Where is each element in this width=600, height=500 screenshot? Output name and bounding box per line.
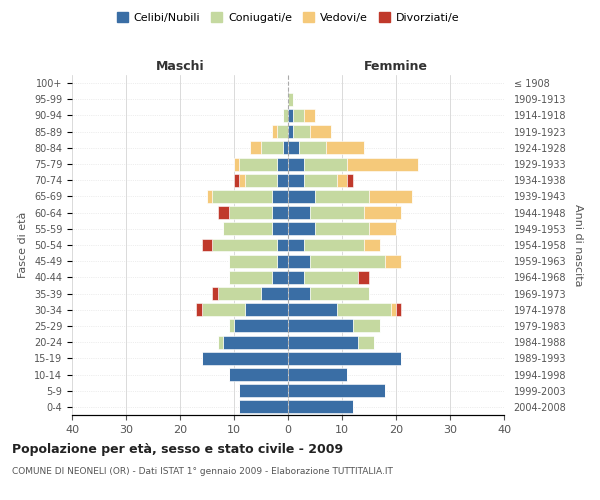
Bar [364,238,380,252]
Bar [288,174,304,186]
Bar [277,254,288,268]
Bar [369,190,412,203]
Bar [396,304,401,316]
Bar [288,400,353,413]
Y-axis label: Fasce di età: Fasce di età [19,212,28,278]
Bar [229,320,234,332]
Bar [288,142,299,154]
Bar [369,222,396,235]
Bar [310,125,331,138]
Bar [293,109,304,122]
Bar [288,93,293,106]
Text: Popolazione per età, sesso e stato civile - 2009: Popolazione per età, sesso e stato civil… [12,442,343,456]
Bar [261,142,283,154]
Bar [239,400,288,413]
Bar [391,304,396,316]
Bar [234,174,239,186]
Bar [234,320,288,332]
Bar [310,287,369,300]
Bar [347,158,418,170]
Bar [272,190,288,203]
Bar [261,287,288,300]
Bar [212,238,277,252]
Bar [277,125,288,138]
Bar [239,158,277,170]
Bar [212,190,272,203]
Bar [239,174,245,186]
Bar [326,142,364,154]
Bar [288,336,358,348]
Bar [293,125,310,138]
Bar [212,287,218,300]
Bar [218,336,223,348]
Bar [218,206,229,219]
Bar [288,190,315,203]
Bar [288,384,385,397]
Bar [250,142,261,154]
Bar [337,304,391,316]
Bar [310,254,385,268]
Bar [304,174,337,186]
Bar [288,320,353,332]
Bar [277,158,288,170]
Bar [304,158,347,170]
Bar [272,206,288,219]
Bar [196,304,202,316]
Bar [202,352,288,365]
Bar [218,287,261,300]
Bar [288,368,347,381]
Bar [288,158,304,170]
Bar [288,109,293,122]
Bar [239,384,288,397]
Bar [288,304,337,316]
Bar [229,206,272,219]
Bar [272,271,288,284]
Bar [245,174,277,186]
Bar [288,125,293,138]
Bar [283,109,288,122]
Bar [358,336,374,348]
Bar [385,254,401,268]
Bar [229,254,277,268]
Bar [337,174,347,186]
Bar [277,238,288,252]
Bar [245,304,288,316]
Bar [288,206,310,219]
Bar [288,287,310,300]
Bar [364,206,401,219]
Bar [315,222,369,235]
Bar [353,320,380,332]
Bar [207,190,212,203]
Bar [288,238,304,252]
Bar [202,238,212,252]
Text: COMUNE DI NEONELI (OR) - Dati ISTAT 1° gennaio 2009 - Elaborazione TUTTITALIA.IT: COMUNE DI NEONELI (OR) - Dati ISTAT 1° g… [12,468,393,476]
Bar [223,222,272,235]
Bar [315,190,369,203]
Bar [223,336,288,348]
Bar [299,142,326,154]
Bar [283,142,288,154]
Bar [272,125,277,138]
Bar [277,174,288,186]
Legend: Celibi/Nubili, Coniugati/e, Vedovi/e, Divorziati/e: Celibi/Nubili, Coniugati/e, Vedovi/e, Di… [112,8,464,28]
Bar [310,206,364,219]
Bar [202,304,245,316]
Text: Femmine: Femmine [364,60,428,72]
Bar [288,254,310,268]
Bar [347,174,353,186]
Bar [229,271,272,284]
Bar [304,109,315,122]
Bar [288,271,304,284]
Y-axis label: Anni di nascita: Anni di nascita [573,204,583,286]
Text: Maschi: Maschi [155,60,205,72]
Bar [234,158,239,170]
Bar [272,222,288,235]
Bar [304,271,358,284]
Bar [358,271,369,284]
Bar [304,238,364,252]
Bar [229,368,288,381]
Bar [288,222,315,235]
Bar [288,352,401,365]
